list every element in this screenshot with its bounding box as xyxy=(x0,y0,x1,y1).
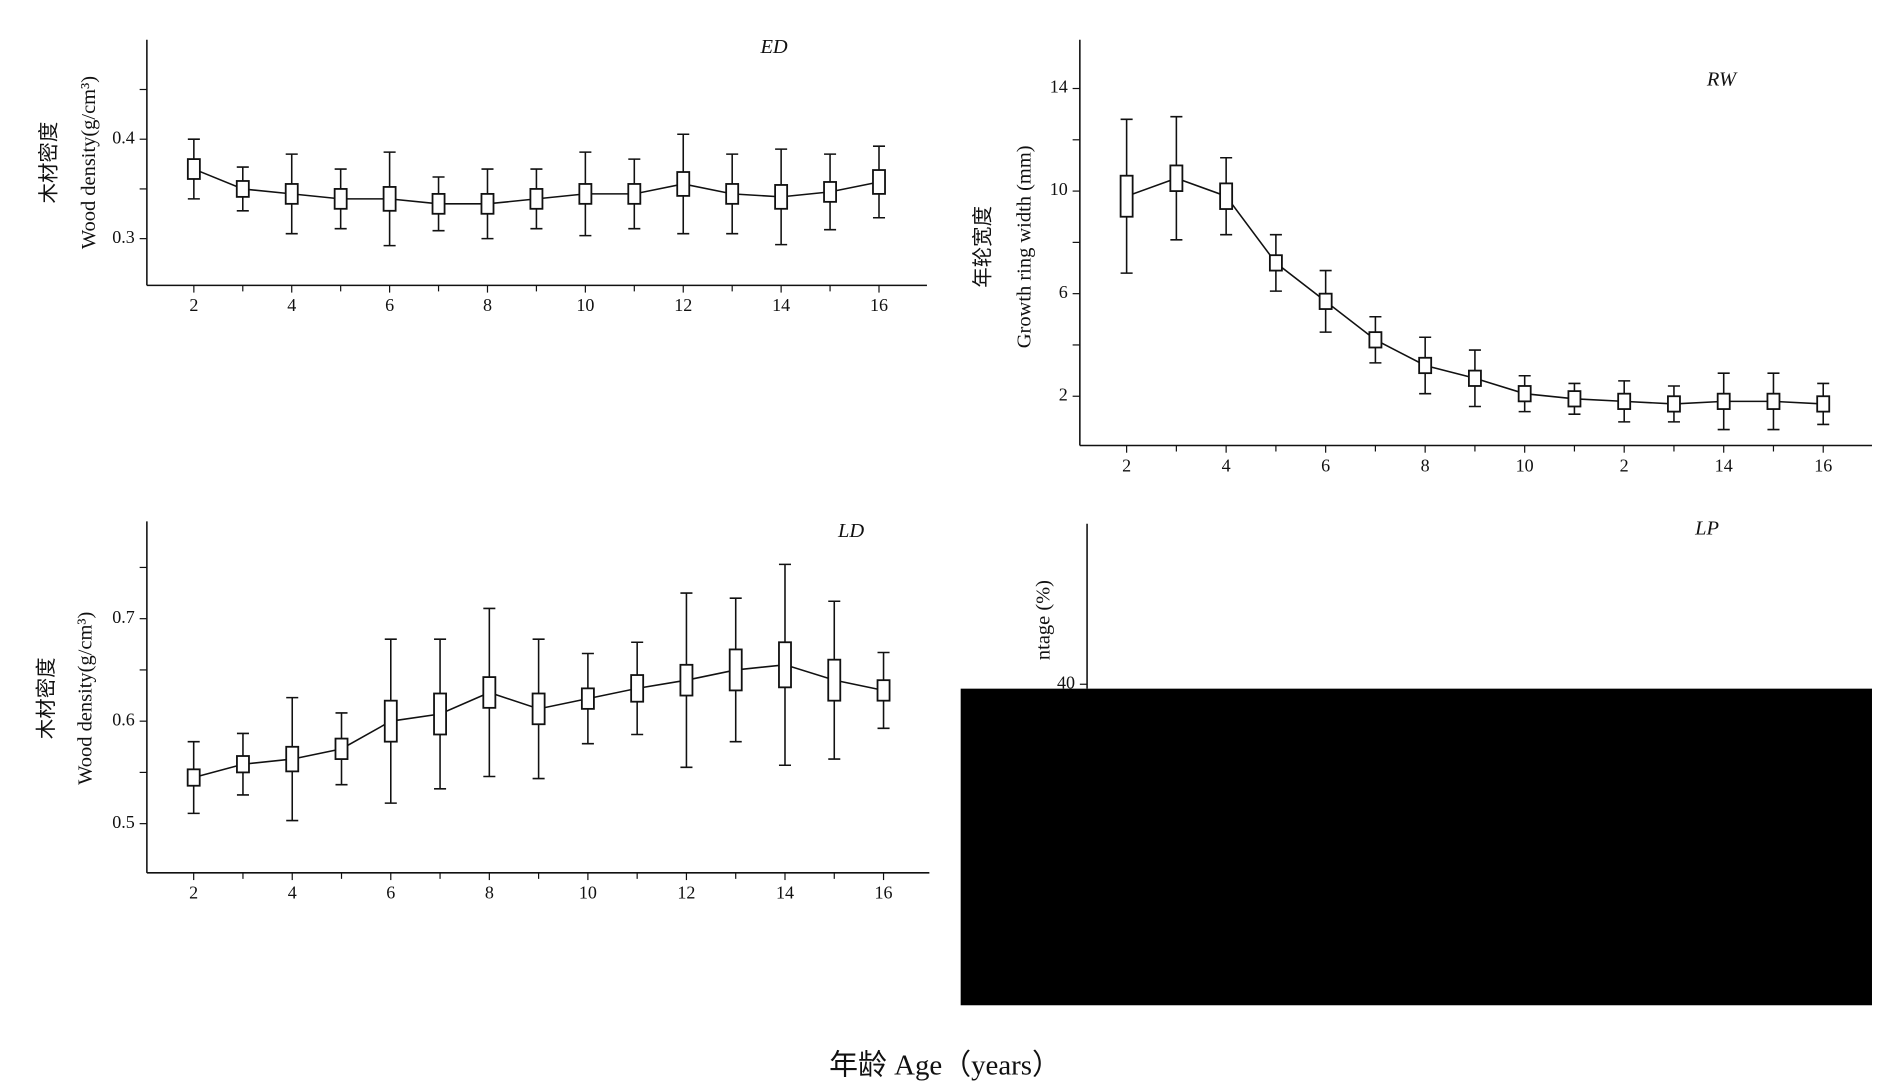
box xyxy=(482,676,497,709)
x-tick-label: 16 xyxy=(870,295,888,315)
y-axis-label: Growth ring width (mm) xyxy=(1013,145,1035,348)
box xyxy=(1169,164,1184,192)
y-axis-label: Wood density(g/cm³) xyxy=(74,612,96,785)
box xyxy=(235,180,250,198)
box xyxy=(1667,395,1681,413)
x-tick-label: 2 xyxy=(1620,455,1629,475)
box xyxy=(578,183,593,205)
box xyxy=(1418,356,1433,375)
panel-title: ED xyxy=(759,36,787,58)
box xyxy=(823,181,837,203)
box xyxy=(531,692,546,726)
y-axis-label-cn: 年轮宽度 xyxy=(971,206,994,288)
x-tick-label: 16 xyxy=(875,883,893,903)
x-tick-label: 6 xyxy=(1321,455,1330,475)
box xyxy=(1766,392,1781,410)
box xyxy=(285,745,300,773)
box xyxy=(872,169,886,195)
y-tick-label: 10 xyxy=(1050,179,1068,199)
x-tick-label: 14 xyxy=(1715,455,1733,475)
x-tick-label: 12 xyxy=(674,295,692,315)
box xyxy=(529,188,544,210)
box xyxy=(1716,392,1731,410)
panel-title: LP xyxy=(1694,517,1719,539)
box xyxy=(334,737,349,760)
box xyxy=(333,188,348,210)
box xyxy=(186,768,201,787)
box xyxy=(236,755,250,774)
x-tick-label: 14 xyxy=(776,883,794,903)
box xyxy=(728,648,743,692)
y-tick-label: 0.7 xyxy=(112,607,135,627)
box xyxy=(284,183,299,205)
box xyxy=(1816,395,1831,413)
corrupted-region xyxy=(960,688,1872,1006)
box xyxy=(480,192,495,215)
box xyxy=(627,183,642,205)
box xyxy=(433,692,447,736)
x-tick-label: 6 xyxy=(385,295,394,315)
box xyxy=(431,192,446,215)
y-axis-label-cn: 木材密度 xyxy=(35,657,58,739)
box xyxy=(676,171,691,197)
x-tick-label: 10 xyxy=(579,883,597,903)
y-tick-label: 0.6 xyxy=(112,709,135,729)
x-tick-label: 8 xyxy=(485,883,494,903)
x-tick-label: 2 xyxy=(189,883,198,903)
x-tick-label: 4 xyxy=(1222,455,1231,475)
box xyxy=(876,679,891,702)
box xyxy=(1517,385,1532,403)
box xyxy=(1467,369,1482,387)
box xyxy=(1368,331,1383,349)
box xyxy=(1119,174,1134,218)
panel-title: LD xyxy=(837,520,864,542)
box xyxy=(774,184,789,210)
x-tick-label: 8 xyxy=(1421,455,1430,475)
x-tick-label: 12 xyxy=(677,883,695,903)
box xyxy=(827,658,842,702)
box xyxy=(580,687,595,710)
box xyxy=(1219,182,1234,210)
box xyxy=(382,186,397,212)
box xyxy=(1617,392,1632,410)
y-tick-label: 2 xyxy=(1059,384,1068,404)
x-tick-label: 8 xyxy=(483,295,492,315)
y-tick-label: 40 xyxy=(1057,672,1075,692)
y-axis-label: ntage (%) xyxy=(1033,580,1055,660)
x-tick-label: 2 xyxy=(189,295,198,315)
x-tick-label: 14 xyxy=(772,295,790,315)
x-tick-label: 10 xyxy=(576,295,594,315)
box xyxy=(1567,390,1582,408)
box xyxy=(630,674,645,703)
x-tick-label: 16 xyxy=(1814,455,1832,475)
box xyxy=(1268,254,1283,272)
x-axis-label: 年龄 Age（years） xyxy=(829,1049,1061,1081)
box xyxy=(725,183,740,205)
x-tick-label: 10 xyxy=(1516,455,1534,475)
x-tick-label: 4 xyxy=(288,883,297,903)
y-axis-label-cn: 木材密度 xyxy=(37,122,60,204)
y-tick-label: 0.3 xyxy=(112,227,135,247)
panel-title: RW xyxy=(1706,68,1738,90)
x-tick-label: 2 xyxy=(1122,455,1131,475)
y-tick-label: 6 xyxy=(1059,282,1068,302)
x-tick-label: 4 xyxy=(287,295,296,315)
box xyxy=(679,663,694,697)
box xyxy=(1318,292,1333,310)
box xyxy=(778,641,792,689)
x-tick-label: 6 xyxy=(386,883,395,903)
box xyxy=(186,158,201,180)
y-tick-label: 0.4 xyxy=(112,127,135,147)
box xyxy=(383,699,398,743)
y-tick-label: 0.5 xyxy=(112,812,135,832)
y-axis-label: Wood density(g/cm³) xyxy=(78,76,100,249)
y-tick-label: 14 xyxy=(1050,77,1068,97)
